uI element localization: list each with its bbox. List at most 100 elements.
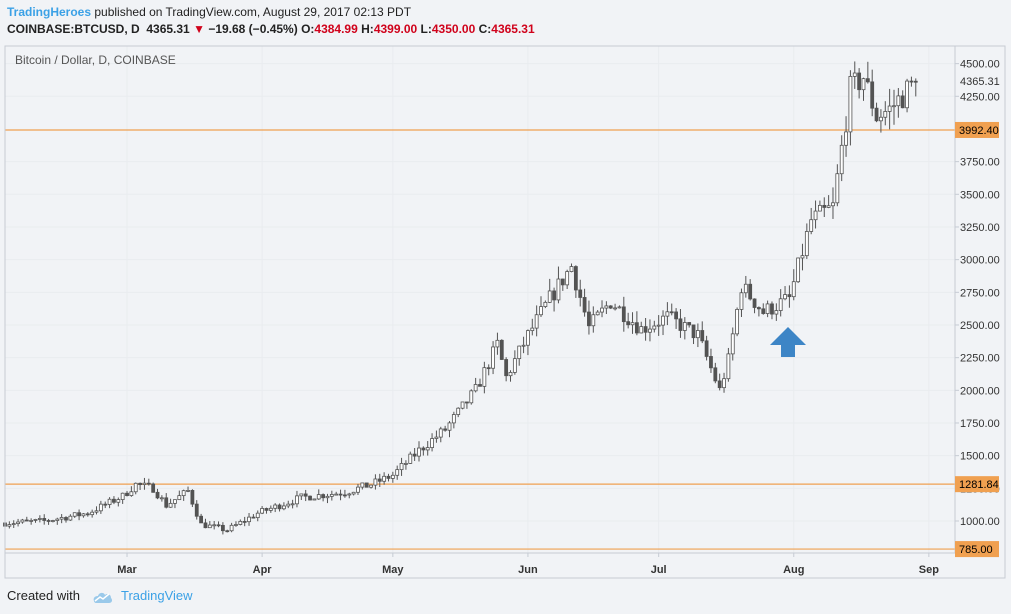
candle-body-up xyxy=(656,324,661,327)
candle-body-up xyxy=(404,463,408,465)
candle-body-up xyxy=(600,307,604,313)
chart-title: Bitcoin / Dollar, D, COINBASE xyxy=(15,53,176,67)
candle-body-up xyxy=(37,518,42,520)
footer: Created with TradingView xyxy=(7,588,193,604)
candle-body-down xyxy=(386,475,391,479)
candle-body-up xyxy=(591,314,596,327)
chart-header: TradingHeroes published on TradingView.c… xyxy=(7,4,535,38)
candle-body-up xyxy=(905,80,909,109)
candle-body-down xyxy=(303,493,308,497)
candle-body-up xyxy=(177,495,182,501)
candle-body-up xyxy=(425,447,430,451)
candle-body-down xyxy=(194,503,199,517)
candle-body-up xyxy=(351,491,356,495)
candle-body-up xyxy=(491,346,495,369)
low-label: L: xyxy=(420,22,432,36)
candle-body-up xyxy=(892,105,896,108)
candle-body-up xyxy=(451,414,456,424)
tradingview-link[interactable]: TradingView xyxy=(121,588,193,603)
candle-body-down xyxy=(700,330,705,342)
candle-body-down xyxy=(713,367,718,382)
candle-body-down xyxy=(138,482,142,486)
candle-body-down xyxy=(190,490,195,505)
candle-body-down xyxy=(343,494,347,497)
author-link[interactable]: TradingHeroes xyxy=(7,5,92,19)
candle-body-down xyxy=(717,380,722,389)
candle-body-down xyxy=(909,80,914,83)
symbol-label: COINBASE:BTCUSD, D xyxy=(7,22,140,36)
candle-body-down xyxy=(857,72,862,91)
candle-body-down xyxy=(582,297,587,313)
candle-body-up xyxy=(473,384,478,392)
grid-lines xyxy=(5,46,955,553)
candle-body-down xyxy=(151,483,156,493)
candle-body-down xyxy=(634,322,639,334)
candle-body-up xyxy=(456,407,461,415)
candle-body-down xyxy=(913,80,918,83)
candle-body-up xyxy=(595,311,600,316)
candle-body-up xyxy=(652,325,657,330)
candle-body-down xyxy=(626,321,631,326)
candle-body-up xyxy=(390,474,395,479)
level-price-label: 1281.84 xyxy=(959,479,999,491)
candle-body-up xyxy=(295,495,299,505)
candle-body-up xyxy=(238,521,243,525)
publish-line: TradingHeroes published on TradingView.c… xyxy=(7,4,535,21)
last-price: 4365.31 xyxy=(146,22,190,36)
candle-body-up xyxy=(434,436,439,439)
candle-body-down xyxy=(242,521,247,523)
candle-body-up xyxy=(813,210,818,221)
candle-body-down xyxy=(220,524,225,532)
candle-body-down xyxy=(748,283,753,300)
candle-body-up xyxy=(281,505,286,510)
candle-body-up xyxy=(887,105,892,112)
y-tick-label: 3500.00 xyxy=(960,189,1000,201)
candle-body-up xyxy=(29,520,34,522)
candle-body-down xyxy=(504,359,509,377)
candle-body-up xyxy=(16,521,20,525)
candle-body-up xyxy=(373,478,378,486)
candle-body-up xyxy=(831,202,835,207)
candle-body-down xyxy=(752,298,757,308)
level-price-label: 785.00 xyxy=(959,544,993,556)
candle-body-down xyxy=(709,356,713,369)
candle-body-up xyxy=(408,453,413,464)
low-value: 4350.00 xyxy=(431,22,476,36)
x-tick-label: Aug xyxy=(783,564,804,576)
candle-body-up xyxy=(543,301,548,307)
candle-body-down xyxy=(377,478,382,482)
candle-body-down xyxy=(704,340,709,357)
chart-frame xyxy=(4,45,1006,579)
x-tick-label: Apr xyxy=(253,564,273,576)
candle-body-down xyxy=(756,307,761,310)
candle-body-up xyxy=(556,278,561,301)
candle-body-down xyxy=(552,290,556,301)
candle-body-up xyxy=(809,219,814,232)
candle-body-down xyxy=(364,482,369,488)
candle-body-down xyxy=(870,81,875,109)
candle-body-up xyxy=(804,231,809,257)
candle-body-up xyxy=(460,401,465,409)
y-tick-label: 4250.00 xyxy=(960,91,1000,103)
candle-body-up xyxy=(661,315,665,326)
candle-body-up xyxy=(530,327,535,332)
candle-body-up xyxy=(739,292,744,310)
level-price-label: 3992.40 xyxy=(959,125,999,137)
ohlc-line: COINBASE:BTCUSD, D 4365.31 ▼ −19.68 (−0.… xyxy=(7,21,535,38)
candle-body-down xyxy=(42,518,47,521)
candle-body-up xyxy=(247,516,251,523)
candle-body-down xyxy=(112,498,116,503)
candle-body-up xyxy=(722,378,726,389)
candle-body-down xyxy=(674,311,679,320)
candle-body-up xyxy=(55,518,60,521)
x-tick-label: Mar xyxy=(117,564,137,576)
candle-body-up xyxy=(743,283,748,294)
candle-body-up xyxy=(260,508,265,514)
candle-body-up xyxy=(20,519,25,523)
close-label: C: xyxy=(478,22,492,36)
candle-body-down xyxy=(465,401,469,404)
candle-body-up xyxy=(329,494,334,497)
candle-body-up xyxy=(334,493,339,496)
candle-body-down xyxy=(669,311,674,314)
